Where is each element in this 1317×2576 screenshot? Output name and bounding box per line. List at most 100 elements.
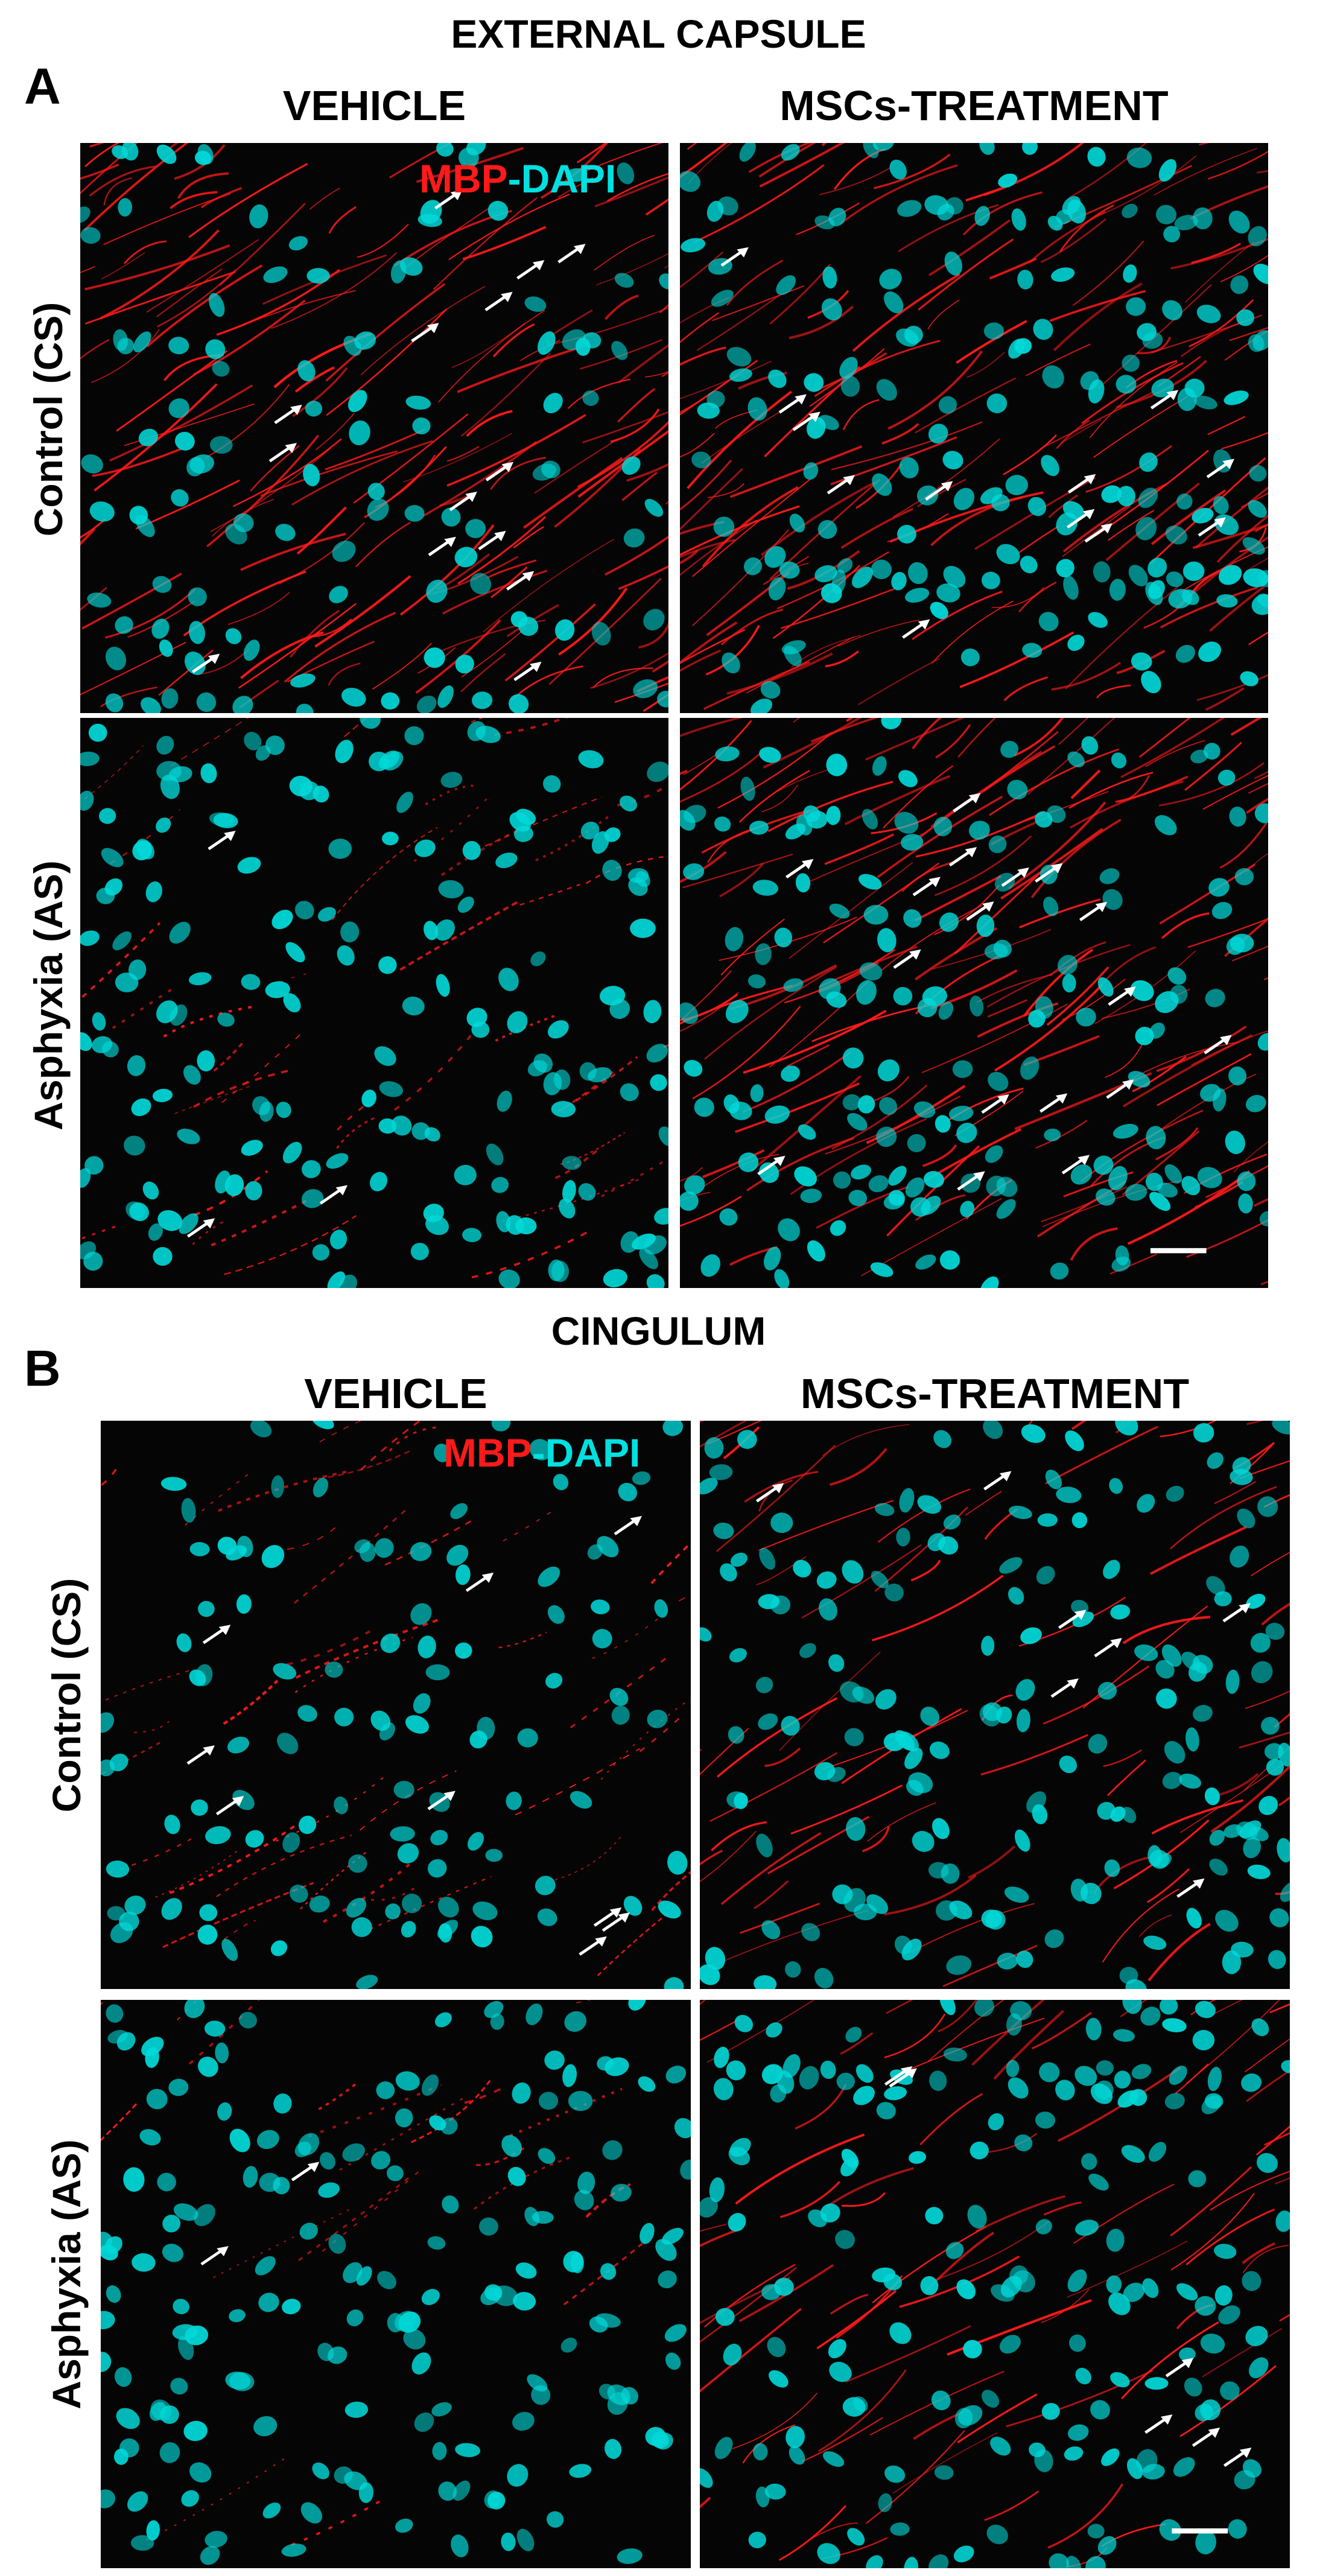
scale-bar xyxy=(1150,1248,1207,1254)
dapi-nucleus xyxy=(665,2352,681,2370)
mbp-fiber xyxy=(1185,2000,1280,2084)
dapi-nucleus xyxy=(764,1246,781,1271)
dapi-nucleus xyxy=(212,361,230,377)
dapi-nucleus xyxy=(801,1923,820,1941)
dapi-nucleus xyxy=(996,544,1020,565)
mbp-fiber xyxy=(989,257,1037,280)
dapi-nucleus xyxy=(1148,2142,1167,2162)
dapi-nucleus xyxy=(132,2253,156,2272)
dapi-nucleus xyxy=(110,1922,133,1943)
dapi-nucleus xyxy=(836,2072,855,2090)
dapi-nucleus xyxy=(1050,1262,1069,1280)
dapi-nucleus xyxy=(1029,2442,1046,2458)
dapi-nucleus xyxy=(1158,159,1177,182)
mbp-fiber xyxy=(1058,2066,1182,2142)
mbp-fiber xyxy=(744,1471,819,1503)
dapi-nucleus xyxy=(976,915,995,937)
arrow-indicator-icon xyxy=(485,462,514,481)
dapi-nucleus xyxy=(1163,226,1181,243)
mbp-fiber xyxy=(881,423,919,445)
dapi-nucleus xyxy=(963,2340,982,2359)
dapi-nucleus xyxy=(711,290,734,307)
dapi-nucleus xyxy=(156,1000,178,1024)
dapi-nucleus xyxy=(638,2076,656,2092)
mbp-fiber xyxy=(1195,486,1268,549)
mbp-fiber xyxy=(680,539,736,559)
dapi-nucleus xyxy=(184,651,206,675)
mbp-fiber xyxy=(411,2078,493,2143)
dapi-nucleus xyxy=(756,1833,773,1857)
arrow-indicator-icon xyxy=(953,793,981,813)
dapi-nucleus xyxy=(691,451,711,469)
dapi-nucleus xyxy=(1035,2219,1052,2235)
dapi-nucleus xyxy=(897,200,922,217)
scale-bar xyxy=(1172,2528,1228,2534)
mbp-fiber xyxy=(475,2147,525,2166)
dapi-nucleus xyxy=(255,2256,276,2276)
dapi-nucleus xyxy=(1194,395,1217,410)
mbp-fiber xyxy=(1169,1486,1277,1550)
mbp-fiber xyxy=(700,2223,727,2232)
column-header-treatment-a: MSCs-TREATMENT xyxy=(779,82,1169,129)
mbp-fiber xyxy=(101,252,145,280)
micrograph-image xyxy=(700,1421,1290,1989)
micrograph-image xyxy=(80,143,668,713)
dapi-nucleus xyxy=(794,1166,817,1187)
dapi-nucleus xyxy=(441,507,461,527)
dapi-nucleus xyxy=(425,1215,449,1236)
mbp-fiber xyxy=(811,1004,930,1042)
mbp-fiber xyxy=(192,1220,224,1246)
mbp-fiber xyxy=(232,438,342,507)
dapi-nucleus xyxy=(89,501,115,522)
mbp-fiber xyxy=(680,1167,703,1182)
dapi-nucleus xyxy=(872,473,892,496)
dapi-nucleus xyxy=(225,2371,251,2390)
dapi-nucleus xyxy=(859,962,883,981)
mbp-fiber xyxy=(546,307,668,346)
column-header-vehicle-a: VEHICLE xyxy=(282,82,466,129)
mbp-fiber xyxy=(867,1802,936,1842)
mbp-fiber xyxy=(719,1909,869,1964)
dapi-nucleus xyxy=(410,1542,432,1561)
dapi-nucleus xyxy=(496,1211,511,1232)
mbp-fiber xyxy=(740,1903,820,1934)
dapi-nucleus xyxy=(96,887,115,904)
mbp-fiber xyxy=(1048,494,1079,518)
dapi-nucleus xyxy=(858,874,882,890)
dapi-nucleus xyxy=(169,922,191,944)
dapi-nucleus xyxy=(312,2462,329,2479)
mbp-fiber xyxy=(1139,718,1191,758)
dapi-nucleus xyxy=(425,1664,450,1681)
dapi-nucleus xyxy=(532,463,557,481)
dapi-nucleus xyxy=(232,696,253,713)
dapi-nucleus xyxy=(714,816,731,832)
dapi-nucleus xyxy=(198,2057,218,2077)
mbp-fiber xyxy=(1127,1170,1251,1245)
mbp-fiber xyxy=(123,240,167,264)
mbp-fiber xyxy=(1170,2166,1252,2237)
mbp-fiber xyxy=(1145,740,1205,767)
dapi-nucleus xyxy=(804,373,824,392)
mbp-fiber xyxy=(825,650,859,668)
dapi-nucleus xyxy=(263,266,288,284)
mbp-fiber xyxy=(91,329,160,383)
dapi-nucleus xyxy=(491,1421,511,1432)
dapi-nucleus xyxy=(1051,267,1075,282)
mbp-fiber xyxy=(523,457,623,529)
dapi-nucleus xyxy=(343,2262,363,2283)
mbp-fiber xyxy=(1250,1552,1290,1577)
dapi-nucleus xyxy=(770,1512,793,1534)
arrow-indicator-icon xyxy=(884,2066,913,2086)
mbp-fiber xyxy=(759,143,845,188)
mbp-fiber xyxy=(748,143,812,173)
mbp-fiber xyxy=(1049,941,1106,977)
dapi-nucleus xyxy=(1250,1632,1271,1653)
arrow-indicator-icon xyxy=(983,1471,1012,1491)
mbp-fiber xyxy=(551,309,593,337)
mbp-fiber xyxy=(700,2227,743,2247)
mbp-fiber xyxy=(1205,687,1245,711)
dapi-nucleus xyxy=(410,1603,432,1625)
mbp-fiber xyxy=(842,399,880,431)
dapi-nucleus xyxy=(749,820,769,835)
dapi-nucleus xyxy=(1207,1452,1223,1469)
